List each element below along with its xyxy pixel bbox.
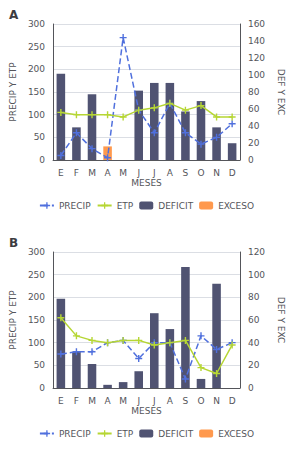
svg-text:F: F bbox=[74, 396, 79, 406]
svg-text:EXCESO: EXCESO bbox=[218, 429, 254, 439]
svg-text:M: M bbox=[88, 168, 96, 178]
svg-text:150: 150 bbox=[28, 315, 45, 325]
svg-text:300: 300 bbox=[28, 247, 45, 257]
svg-text:0: 0 bbox=[248, 383, 254, 393]
svg-text:40: 40 bbox=[248, 338, 260, 348]
svg-text:0: 0 bbox=[248, 155, 254, 165]
svg-text:120: 120 bbox=[248, 247, 265, 257]
svg-text:O: O bbox=[197, 168, 204, 178]
svg-text:MESES: MESES bbox=[131, 178, 162, 188]
svg-text:M: M bbox=[88, 396, 96, 406]
svg-text:160: 160 bbox=[248, 19, 265, 29]
svg-text:ETP: ETP bbox=[117, 201, 134, 211]
svg-text:DEF Y EXC: DEF Y EXC bbox=[276, 69, 286, 116]
svg-text:140: 140 bbox=[248, 36, 265, 46]
svg-text:N: N bbox=[213, 396, 220, 406]
svg-text:J: J bbox=[152, 396, 156, 406]
svg-text:M: M bbox=[119, 396, 127, 406]
svg-text:J: J bbox=[136, 168, 140, 178]
svg-text:D: D bbox=[229, 168, 236, 178]
svg-text:200: 200 bbox=[28, 292, 45, 302]
svg-text:EXCESO: EXCESO bbox=[218, 201, 254, 211]
svg-text:D: D bbox=[229, 396, 236, 406]
svg-text:J: J bbox=[136, 396, 140, 406]
svg-text:50: 50 bbox=[34, 132, 46, 142]
svg-text:A: A bbox=[104, 168, 111, 178]
svg-text:A: A bbox=[104, 396, 111, 406]
svg-text:250: 250 bbox=[28, 42, 45, 52]
svg-text:DEF Y EXC: DEF Y EXC bbox=[276, 297, 286, 344]
svg-text:80: 80 bbox=[248, 292, 260, 302]
svg-text:100: 100 bbox=[28, 110, 45, 120]
svg-text:A: A bbox=[167, 168, 174, 178]
svg-text:40: 40 bbox=[248, 121, 260, 131]
svg-text:N: N bbox=[213, 168, 220, 178]
svg-text:ETP: ETP bbox=[117, 429, 134, 439]
svg-text:O: O bbox=[197, 396, 204, 406]
svg-text:E: E bbox=[58, 168, 64, 178]
svg-text:DEFICIT: DEFICIT bbox=[158, 429, 193, 439]
svg-text:250: 250 bbox=[28, 270, 45, 280]
svg-text:PRECIP Y ETP: PRECIP Y ETP bbox=[8, 290, 18, 350]
svg-text:S: S bbox=[183, 396, 189, 406]
svg-text:100: 100 bbox=[28, 338, 45, 348]
svg-text:M: M bbox=[119, 168, 127, 178]
svg-text:60: 60 bbox=[248, 315, 260, 325]
svg-text:20: 20 bbox=[248, 360, 260, 370]
svg-text:B: B bbox=[9, 236, 18, 250]
svg-text:20: 20 bbox=[248, 138, 260, 148]
svg-text:PRECIP: PRECIP bbox=[59, 429, 91, 439]
svg-text:0: 0 bbox=[39, 155, 45, 165]
svg-text:100: 100 bbox=[248, 70, 265, 80]
svg-text:A: A bbox=[167, 396, 174, 406]
svg-text:PRECIP: PRECIP bbox=[59, 201, 91, 211]
svg-text:100: 100 bbox=[248, 270, 265, 280]
svg-text:S: S bbox=[183, 168, 189, 178]
svg-text:300: 300 bbox=[28, 19, 45, 29]
svg-text:200: 200 bbox=[28, 64, 45, 74]
svg-text:A: A bbox=[9, 8, 19, 22]
svg-text:F: F bbox=[74, 168, 79, 178]
svg-text:E: E bbox=[58, 396, 64, 406]
svg-text:60: 60 bbox=[248, 104, 260, 114]
svg-text:80: 80 bbox=[248, 87, 260, 97]
svg-text:150: 150 bbox=[28, 87, 45, 97]
svg-text:PRECIP Y ETP: PRECIP Y ETP bbox=[8, 62, 18, 122]
svg-text:50: 50 bbox=[34, 360, 46, 370]
svg-text:120: 120 bbox=[248, 53, 265, 63]
svg-text:DEFICIT: DEFICIT bbox=[158, 201, 193, 211]
svg-text:J: J bbox=[152, 168, 156, 178]
svg-text:MESES: MESES bbox=[131, 406, 162, 416]
svg-text:0: 0 bbox=[39, 383, 45, 393]
